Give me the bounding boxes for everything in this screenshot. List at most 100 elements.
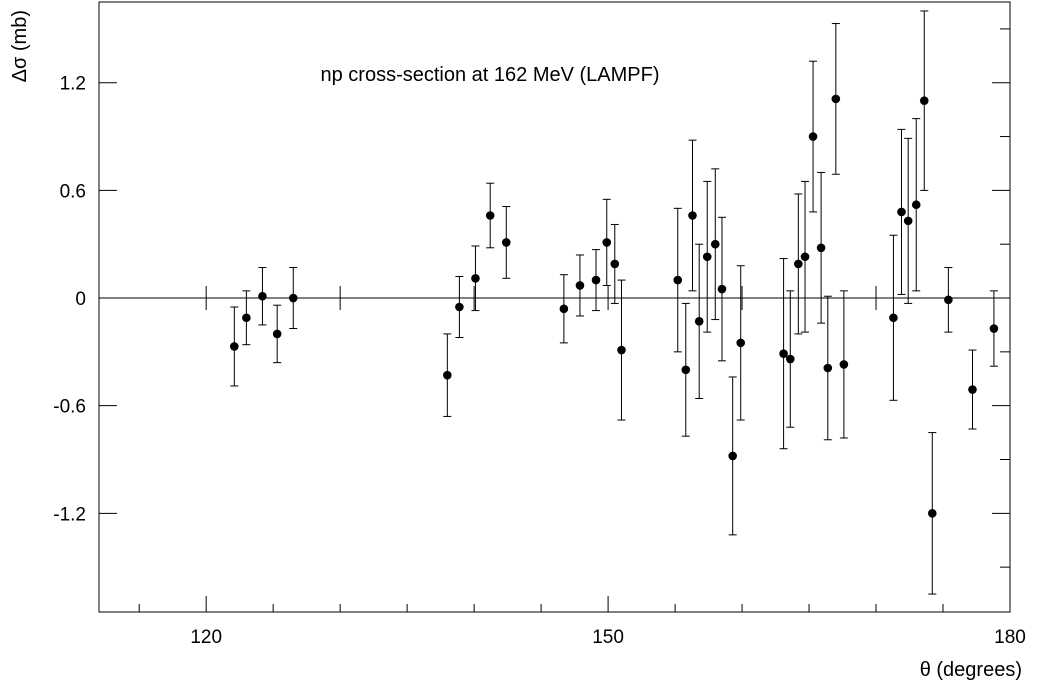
point-marker — [794, 259, 803, 269]
point-marker — [816, 243, 826, 253]
point-marker — [559, 304, 569, 314]
point-marker — [688, 211, 697, 220]
data-point — [681, 302, 691, 437]
point-marker — [602, 238, 612, 247]
data-point — [272, 304, 282, 364]
point-marker — [694, 317, 704, 326]
point-marker — [610, 259, 620, 269]
data-point — [673, 207, 683, 353]
axis-ticks — [99, 28, 1011, 612]
y-tick-label: -0.6 — [53, 397, 86, 418]
y-axis-label: Δσ (mb) — [9, 10, 31, 82]
data-point — [230, 306, 239, 387]
point-marker — [808, 132, 818, 141]
data-point — [800, 180, 810, 333]
data-point — [839, 290, 849, 439]
point-marker — [823, 363, 833, 373]
point-marker — [288, 293, 298, 303]
data-point — [501, 206, 511, 279]
data-point — [485, 182, 495, 249]
point-marker — [673, 275, 683, 285]
data-point — [919, 10, 929, 191]
point-marker — [779, 349, 788, 358]
data-point — [471, 245, 480, 312]
point-marker — [702, 252, 712, 262]
x-tick-label: 120 — [190, 627, 222, 648]
data-point — [785, 290, 795, 428]
x-tick-label: 180 — [994, 627, 1026, 648]
point-marker — [944, 295, 953, 305]
point-marker — [831, 94, 841, 104]
point-marker — [800, 252, 810, 262]
data-point — [808, 60, 818, 213]
point-marker — [443, 370, 452, 380]
point-marker — [471, 273, 480, 283]
data-point — [897, 128, 906, 295]
x-axis-label: θ (degrees) — [920, 659, 1022, 681]
data-point — [911, 118, 921, 292]
data-point — [617, 279, 626, 421]
data-point — [242, 290, 251, 346]
point-marker — [889, 313, 898, 323]
point-marker — [911, 200, 921, 210]
data-point — [779, 258, 788, 450]
point-marker — [919, 96, 929, 105]
point-marker — [591, 275, 601, 285]
point-marker — [258, 291, 267, 301]
data-point — [443, 333, 452, 417]
point-marker — [728, 451, 737, 461]
data-point — [944, 267, 953, 333]
point-marker — [617, 345, 626, 355]
data-point — [575, 254, 585, 317]
point-marker — [485, 211, 495, 220]
point-marker — [501, 238, 511, 247]
data-point — [288, 267, 298, 330]
data-point — [710, 168, 720, 321]
data-point — [455, 276, 464, 338]
plot-frame — [98, 1, 1011, 613]
point-marker — [927, 509, 937, 518]
data-point — [823, 295, 833, 441]
y-tick-label: -1.2 — [53, 504, 86, 525]
data-point — [989, 290, 999, 367]
point-marker — [242, 313, 251, 323]
data-points — [230, 10, 999, 595]
y-tick-label: 1.2 — [60, 74, 86, 95]
x-tick-label: 150 — [592, 627, 624, 648]
point-marker — [681, 365, 691, 375]
data-point — [736, 265, 746, 421]
point-marker — [839, 360, 849, 369]
point-marker — [903, 216, 913, 226]
y-tick-label: 0 — [75, 289, 86, 310]
point-marker — [717, 284, 727, 294]
data-point — [968, 349, 977, 430]
zero-line-marks — [205, 286, 877, 311]
data-point — [728, 376, 737, 536]
data-point — [610, 223, 620, 304]
data-point — [258, 267, 267, 326]
point-marker — [575, 281, 585, 290]
data-point — [831, 23, 841, 175]
tick-labels: 120 150 180 -1.2 -0.6 0 0.6 1.2 — [53, 74, 1026, 648]
point-marker — [736, 338, 746, 348]
data-point — [903, 137, 913, 304]
data-point — [816, 171, 826, 324]
data-point — [889, 234, 898, 401]
data-point — [794, 193, 803, 335]
chart-title: np cross-section at 162 MeV (LAMPF) — [320, 64, 659, 86]
data-point — [591, 249, 601, 312]
point-marker — [989, 324, 999, 333]
data-point — [694, 243, 704, 399]
data-point — [602, 198, 612, 286]
point-marker — [785, 354, 795, 364]
point-marker — [272, 329, 282, 339]
data-point — [927, 432, 937, 595]
point-marker — [455, 302, 464, 312]
data-point — [688, 139, 697, 292]
point-marker — [968, 385, 977, 394]
data-point — [559, 274, 569, 344]
point-marker — [710, 239, 720, 249]
y-tick-label: 0.6 — [60, 181, 86, 202]
data-point — [717, 216, 727, 362]
